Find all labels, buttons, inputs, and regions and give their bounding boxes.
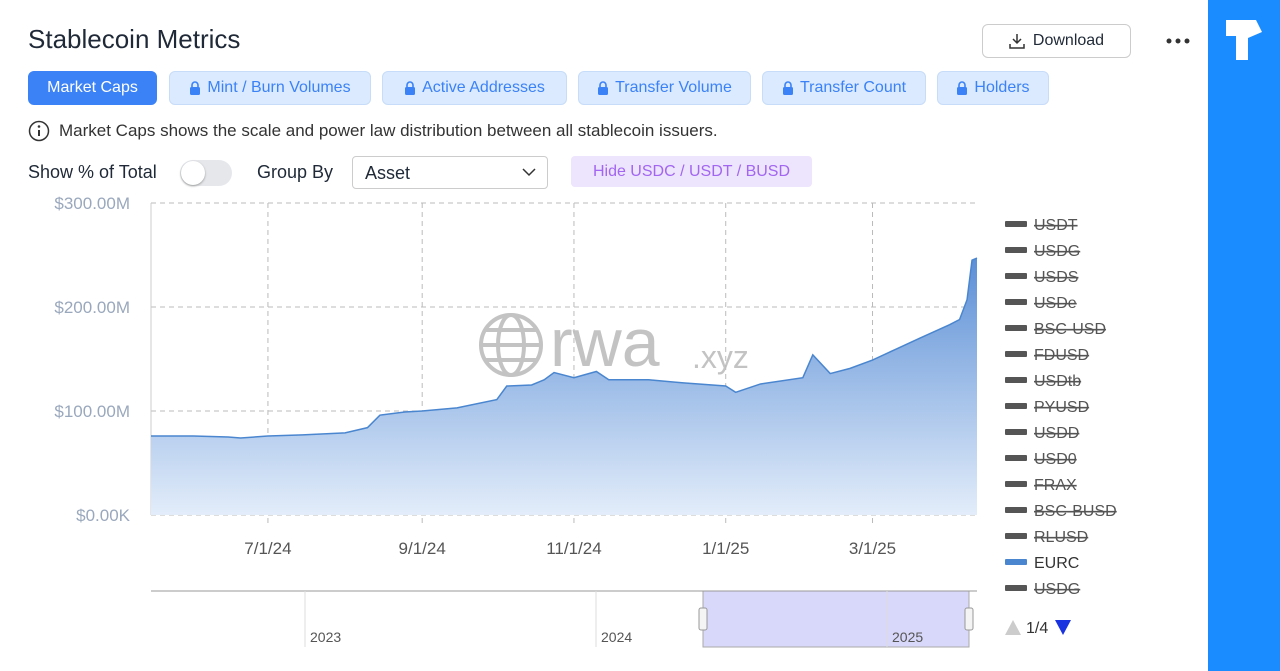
group-value: Asset — [365, 163, 411, 183]
legend-swatch — [1005, 221, 1027, 227]
group-by-label: Group By — [257, 162, 334, 182]
legend-swatch — [1005, 507, 1027, 513]
legend-swatch — [1005, 481, 1027, 487]
lock-icon — [782, 81, 793, 95]
legend-label: FRAX — [1034, 477, 1077, 494]
pager-down — [1055, 620, 1071, 635]
navigator-label: 2025 — [892, 629, 923, 645]
legend-swatch — [1005, 247, 1027, 253]
legend-swatch — [1005, 351, 1027, 357]
toggle[interactable] — [180, 160, 232, 186]
legend-label: USDG — [1034, 581, 1080, 598]
x-tick-label: 1/1/25 — [702, 539, 749, 558]
lock-icon — [957, 81, 968, 95]
legend-swatch — [1005, 585, 1027, 591]
legend-label: USDS — [1034, 269, 1078, 286]
legend-label: USDG — [1034, 243, 1080, 260]
y-tick-label: $200.00M — [54, 298, 130, 317]
show-percent-label: Show % of Total — [28, 162, 157, 182]
info-icon — [28, 120, 50, 142]
legend-label: USDtb — [1034, 373, 1081, 390]
tab[interactable]: Market Caps — [28, 71, 157, 105]
legend-label: RLUSD — [1034, 529, 1088, 546]
lock-icon — [598, 81, 609, 95]
download-button[interactable]: Download — [982, 24, 1131, 58]
download-label: Download — [1032, 32, 1105, 49]
tab[interactable]: Transfer Count — [762, 71, 926, 105]
x-tick-label: 11/1/24 — [546, 539, 601, 558]
navigator-label: 2024 — [601, 629, 632, 645]
legend-label: USD0 — [1034, 451, 1077, 468]
tab-label: Holders — [974, 79, 1030, 96]
area — [151, 258, 977, 515]
tab[interactable]: Mint / Burn Volumes — [169, 71, 371, 105]
watermark-suffix: .xyz — [692, 339, 749, 375]
title: Stablecoin Metrics — [28, 24, 241, 54]
legend-page: 1/4 — [1026, 620, 1048, 637]
download-icon — [1009, 34, 1025, 49]
legend-swatch — [1005, 533, 1027, 539]
navigator-label: 2023 — [310, 629, 341, 645]
pager-up — [1005, 620, 1021, 635]
tab-label: Transfer Volume — [615, 79, 732, 96]
x-tick-label: 7/1/24 — [244, 539, 291, 558]
legend-label: PYUSD — [1034, 399, 1089, 416]
legend-swatch — [1005, 559, 1027, 565]
tab[interactable]: Active Addresses — [382, 71, 567, 105]
legend-swatch — [1005, 273, 1027, 279]
navigator-handle — [964, 607, 974, 631]
legend-swatch — [1005, 377, 1027, 383]
tab-label: Mint / Burn Volumes — [207, 79, 351, 96]
legend-label: FDUSD — [1034, 347, 1089, 364]
legend-label: USDT — [1034, 217, 1078, 234]
tab[interactable]: Transfer Volume — [578, 71, 751, 105]
legend-swatch — [1005, 325, 1027, 331]
line — [151, 257, 978, 439]
chevron — [522, 168, 536, 177]
watermark — [479, 313, 543, 377]
chart: rwa .xyz $0.00K $100.00M $200.00M $300.00M 7… — [54, 194, 1117, 648]
sidebar — [1208, 0, 1280, 671]
logo — [1226, 20, 1262, 60]
y-tick-label: $100.00M — [54, 402, 130, 421]
legend-swatch — [1005, 455, 1027, 461]
tab-label: Market Caps — [47, 79, 138, 96]
y-tick-label: $300.00M — [54, 194, 130, 213]
lock-icon — [190, 81, 201, 95]
info-text: Market Caps shows the scale and power la… — [59, 121, 718, 140]
navigator-handle — [698, 607, 708, 631]
group-select[interactable]: Asset — [352, 156, 548, 189]
x-tick-label: 3/1/25 — [849, 539, 896, 558]
tab-label: Transfer Count — [799, 79, 907, 96]
tab[interactable]: Holders — [937, 71, 1049, 105]
legend-label: BSC-USD — [1034, 321, 1106, 338]
x-tick-label: 9/1/24 — [399, 539, 446, 558]
legend-swatch — [1005, 429, 1027, 435]
lock-icon — [405, 81, 416, 95]
legend-label: USDD — [1034, 425, 1079, 442]
watermark-text: rwa — [550, 305, 660, 381]
hide-button[interactable]: Hide USDC / USDT / BUSD — [571, 156, 812, 187]
info: Market Caps shows the scale and power la… — [28, 120, 718, 142]
legend-label: EURC — [1034, 555, 1079, 572]
legend-swatch — [1005, 299, 1027, 305]
menu-dots[interactable] — [1165, 36, 1191, 46]
legend-label: USDe — [1034, 295, 1077, 312]
legend-label: BSC-BUSD — [1034, 503, 1117, 520]
legend-swatch — [1005, 403, 1027, 409]
tab-label: Active Addresses — [422, 79, 545, 96]
y-tick-label: $0.00K — [76, 506, 131, 525]
navigator-selection — [702, 590, 970, 648]
